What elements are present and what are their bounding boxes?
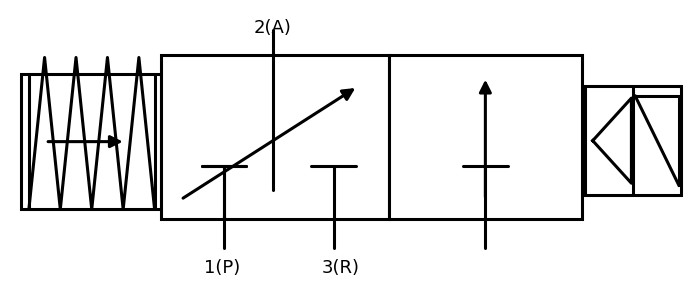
Text: 2(A): 2(A): [253, 19, 292, 37]
Bar: [21, 74, 161, 209]
Text: 3(R): 3(R): [321, 259, 359, 277]
Text: 1(P): 1(P): [205, 259, 240, 277]
Bar: [585, 87, 681, 195]
Bar: [389, 55, 582, 219]
Bar: [161, 55, 389, 219]
